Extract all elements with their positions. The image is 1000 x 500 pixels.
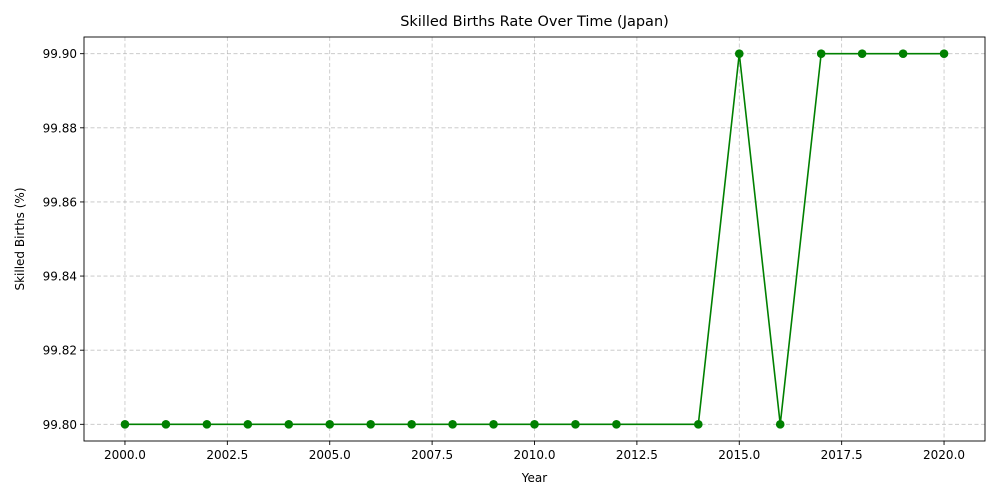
data-point xyxy=(489,420,498,429)
series-line-group xyxy=(120,49,949,429)
data-point xyxy=(734,49,744,58)
data-point xyxy=(816,49,826,58)
x-tick-label: 2002.5 xyxy=(206,448,248,462)
grid-lines xyxy=(84,37,985,441)
data-point xyxy=(284,420,294,429)
x-tick-label: 2007.5 xyxy=(411,448,453,462)
y-tick-label: 99.88 xyxy=(43,121,77,135)
y-tick-label: 99.90 xyxy=(43,47,77,61)
x-tick-label: 2020.0 xyxy=(923,448,965,462)
data-point xyxy=(366,420,375,429)
data-point xyxy=(612,420,621,429)
x-tick-label: 2000.0 xyxy=(104,448,146,462)
data-point xyxy=(120,420,130,429)
data-point xyxy=(325,420,335,429)
y-axis-label: Skilled Births (%) xyxy=(13,187,27,290)
data-point xyxy=(448,420,457,429)
data-point xyxy=(530,420,539,429)
y-tick-label: 99.80 xyxy=(43,418,77,432)
x-tick-label: 2010.0 xyxy=(514,448,556,462)
y-axis-ticks: 99.80 99.82 99.84 99.86 99.88 99.90 xyxy=(43,47,84,432)
y-tick-label: 99.84 xyxy=(43,270,77,284)
data-point xyxy=(939,49,949,58)
y-tick-label: 99.86 xyxy=(43,195,77,209)
x-axis-label: Year xyxy=(521,471,547,485)
x-tick-label: 2015.0 xyxy=(718,448,760,462)
chart-title: Skilled Births Rate Over Time (Japan) xyxy=(400,14,669,30)
data-point xyxy=(243,420,253,429)
data-point xyxy=(571,420,580,429)
data-point xyxy=(407,420,416,429)
data-point xyxy=(775,420,785,429)
data-point xyxy=(694,420,703,429)
series-line xyxy=(124,52,945,426)
x-axis-ticks: 2000.0 2002.5 2005.0 2007.5 2010.0 2012.5 2015… xyxy=(104,441,965,462)
x-tick-label: 2005.0 xyxy=(309,448,351,462)
x-tick-label: 2017.5 xyxy=(821,448,863,462)
data-point xyxy=(857,49,867,58)
y-tick-label: 99.82 xyxy=(43,344,77,358)
data-point xyxy=(202,420,212,429)
x-tick-label: 2012.5 xyxy=(616,448,658,462)
data-point xyxy=(161,420,171,429)
data-point xyxy=(898,49,908,58)
